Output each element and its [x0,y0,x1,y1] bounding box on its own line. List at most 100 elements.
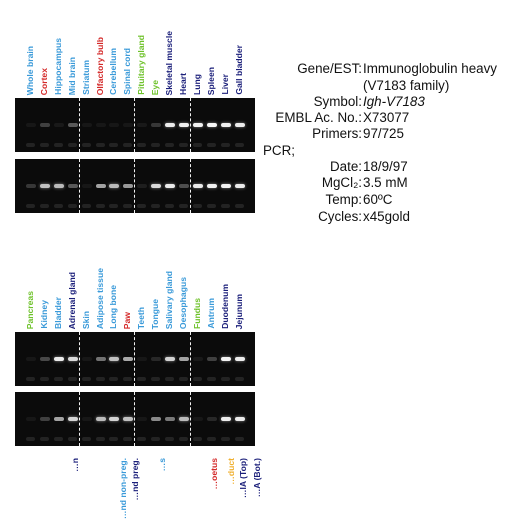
lane-divider [78,392,80,446]
primer-smear [220,143,230,147]
gel-band [137,123,148,127]
lane-label: …n [70,458,80,472]
gel-band [67,417,78,421]
gel-band [178,417,189,421]
info-key: PCR; [263,143,295,158]
primer-smear [39,377,49,381]
primer-smear [206,377,216,381]
gel-band [192,123,203,127]
primer-smear [178,143,188,147]
lane-divider [189,392,191,446]
primer-smear [67,377,77,381]
info-value: 3.5 mM [363,175,408,190]
gel-band [95,123,106,127]
primer-smear [206,437,216,441]
lane-label: Tongue [150,298,161,329]
gel-band [81,417,92,421]
lane-divider [134,392,136,446]
gel-band [192,357,203,361]
primer-smear [178,437,188,441]
lane-label: Cortex [38,67,49,95]
info-value: 60ºC [363,192,393,207]
info-value: Immunoglobulin heavy [363,61,497,76]
info-value: 18/9/97 [363,159,408,174]
gel-band [206,417,217,421]
gel-band [178,357,189,361]
lane-label: Striatum [80,60,91,95]
gel-band [234,417,245,421]
gel-band [67,123,78,127]
gel-band [123,417,134,421]
lane-label: Jejunum [233,293,244,329]
primer-smear [95,143,105,147]
primer-smear [192,204,202,208]
lane-label: …nd preg. [130,458,140,501]
primer-smear [95,204,105,208]
gel-band [220,357,231,361]
gel-band [220,123,231,127]
lane-divider [78,332,80,386]
primer-smear [109,377,119,381]
info-value: Igh-V7183 [363,94,425,109]
primer-smear [151,204,161,208]
primer-smear [67,204,77,208]
gel-band [53,417,64,421]
lane-label: Mid brain [66,56,77,95]
primer-smear [123,437,133,441]
lane-label: Adipose tissue [94,267,105,329]
primer-smear [234,377,244,381]
primer-smear [192,437,202,441]
gel-band [165,184,175,188]
primer-smear [53,204,63,208]
primer-smear [178,377,188,381]
lane-label: Olfactory bulb [94,36,105,95]
primer-smear [151,377,161,381]
gel-band [151,123,162,127]
lane-label: Skin [80,310,91,329]
gel-band [220,417,231,421]
gel-band [81,184,92,188]
primer-smear [151,437,161,441]
primer-smear [165,377,174,381]
gel-band [220,184,231,188]
lane-label: Pituitary gland [136,35,147,95]
primer-smear [137,377,147,381]
gel-band [81,357,92,361]
gel-band [39,123,50,127]
gel-band [26,417,36,421]
gel-band [137,417,148,421]
lane-label: Heart [177,73,188,95]
primer-smear [26,437,35,441]
primer-smear [53,437,63,441]
info-key: Symbol: [313,94,362,109]
primer-smear [39,143,49,147]
lane-divider [78,159,80,213]
lane-divider [189,98,191,152]
info-key: Primers: [312,126,362,141]
gel-band [206,357,217,361]
gel-band [95,357,106,361]
lane-label: …A (Bot.) [252,458,262,498]
lane-divider [134,332,136,386]
primer-smear [109,204,119,208]
gel-band [234,184,245,188]
primer-smear [220,377,230,381]
gel-band [39,357,50,361]
lane-label: Lung [191,74,202,95]
gel-band [26,357,36,361]
lane-label: Antrum [205,298,216,329]
lane-divider [189,159,191,213]
lane-label: Teeth [136,306,147,329]
primer-smear [234,204,244,208]
primer-smear [192,377,202,381]
gel-band [178,123,189,127]
gel-band [109,123,120,127]
gel-band [178,184,189,188]
gel-band [109,357,120,361]
gel-band [234,123,245,127]
primer-smear [26,204,35,208]
primer-smear [95,437,105,441]
gel-band [67,184,78,188]
lane-label: Liver [219,74,230,95]
lane-label: …s [157,458,167,472]
